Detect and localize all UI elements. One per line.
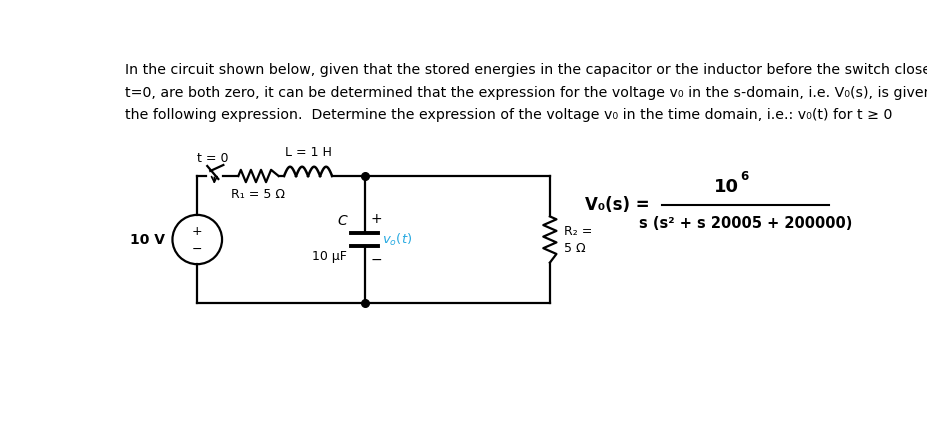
Text: 10: 10: [715, 178, 740, 196]
Text: −: −: [192, 243, 202, 256]
Text: 5 Ω: 5 Ω: [564, 242, 586, 255]
Text: L = 1 H: L = 1 H: [285, 146, 332, 159]
Text: t=0, are both zero, it can be determined that the expression for the voltage v₀ : t=0, are both zero, it can be determined…: [125, 85, 927, 99]
Text: +: +: [192, 224, 203, 238]
Text: −: −: [370, 253, 382, 267]
Text: R₁ = 5 Ω: R₁ = 5 Ω: [232, 188, 286, 202]
Text: R₂ =: R₂ =: [564, 225, 592, 238]
Text: +: +: [370, 212, 382, 226]
Text: s (s² + s 20005 + 200000): s (s² + s 20005 + 200000): [639, 216, 852, 231]
Text: 10 V: 10 V: [130, 232, 165, 246]
Text: $v_o(t)$: $v_o(t)$: [382, 231, 412, 248]
Text: In the circuit shown below, given that the stored energies in the capacitor or t: In the circuit shown below, given that t…: [125, 63, 927, 77]
Text: V₀(s) =: V₀(s) =: [585, 196, 650, 214]
Text: 6: 6: [740, 170, 748, 183]
Text: t = 0: t = 0: [197, 152, 228, 165]
Text: the following expression.  Determine the expression of the voltage v₀ in the tim: the following expression. Determine the …: [125, 108, 893, 122]
Text: C: C: [337, 214, 348, 228]
Text: 10 μF: 10 μF: [312, 250, 348, 263]
